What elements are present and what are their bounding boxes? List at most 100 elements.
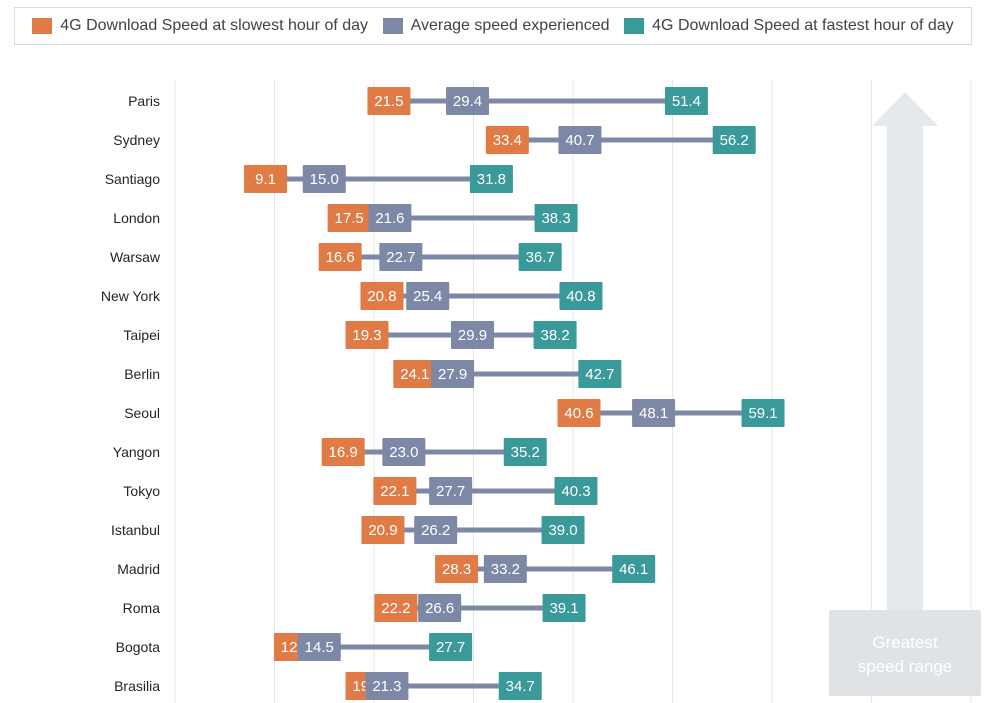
callout-text-line1: Greatest — [872, 633, 937, 652]
category-label: Berlin — [124, 366, 160, 382]
rows-layer: Paris 21.5 29.4 51.4 Sydney 33.4 40.7 56.2 Santi… — [101, 87, 785, 700]
slowest-value-label: 22.2 — [381, 600, 410, 617]
average-value-label: 27.9 — [438, 366, 467, 383]
average-marker — [483, 555, 527, 583]
fastest-marker — [612, 555, 656, 583]
average-value-label: 25.4 — [413, 288, 442, 305]
speed-range-callout: Greatest speed range — [829, 92, 981, 696]
slowest-value-label: 19.3 — [352, 327, 381, 344]
fastest-marker — [741, 399, 785, 427]
up-arrow-icon — [872, 92, 938, 612]
fastest-value-label: 31.8 — [477, 171, 506, 188]
fastest-marker — [559, 282, 603, 310]
fastest-marker — [534, 204, 578, 232]
row-roma: Roma 22.2 26.6 39.1 — [123, 594, 586, 622]
average-value-label: 33.2 — [491, 561, 520, 578]
slowest-value-label: 9.1 — [255, 171, 276, 188]
average-marker — [368, 204, 412, 232]
average-marker — [632, 399, 676, 427]
row-paris: Paris 21.5 29.4 51.4 — [128, 87, 708, 115]
slowest-value-label: 33.4 — [493, 132, 522, 149]
legend-label-fastest: 4G Download Speed at fastest hour of day — [652, 17, 954, 34]
average-value-label: 40.7 — [565, 132, 594, 149]
category-label: Yangon — [113, 444, 160, 460]
fastest-marker — [503, 438, 547, 466]
slowest-marker — [321, 438, 365, 466]
category-label: Warsaw — [110, 249, 161, 265]
fastest-value-label: 46.1 — [619, 561, 648, 578]
average-marker — [451, 321, 495, 349]
fastest-value-label: 40.3 — [561, 483, 590, 500]
slowest-marker — [557, 399, 601, 427]
row-tokyo: Tokyo 22.1 27.7 40.3 — [123, 477, 598, 505]
fastest-marker — [712, 126, 756, 154]
legend-swatch-average — [382, 18, 403, 34]
average-value-label: 14.5 — [305, 639, 334, 656]
slowest-marker — [327, 204, 371, 232]
row-berlin: Berlin 24.1 27.9 42.7 — [124, 360, 622, 388]
average-marker — [302, 165, 346, 193]
fastest-value-label: 56.2 — [720, 132, 749, 149]
slowest-marker — [244, 165, 288, 193]
slowest-marker — [435, 555, 479, 583]
slowest-marker — [367, 87, 411, 115]
fastest-value-label: 59.1 — [748, 405, 777, 422]
average-marker — [431, 360, 475, 388]
fastest-value-label: 36.7 — [526, 249, 555, 266]
fastest-value-label: 42.7 — [585, 366, 614, 383]
average-value-label: 29.4 — [453, 93, 482, 110]
fastest-marker — [533, 321, 577, 349]
average-value-label: 29.9 — [458, 327, 487, 344]
average-marker — [297, 633, 341, 661]
row-yangon: Yangon 16.9 23.0 35.2 — [113, 438, 547, 466]
average-marker — [418, 594, 462, 622]
fastest-value-label: 35.2 — [511, 444, 540, 461]
average-value-label: 26.2 — [421, 522, 450, 539]
category-label: Istanbul — [111, 522, 160, 538]
average-value-label: 21.3 — [372, 678, 401, 695]
fastest-marker — [469, 165, 513, 193]
fastest-value-label: 34.7 — [506, 678, 535, 695]
row-madrid: Madrid 28.3 33.2 46.1 — [117, 555, 656, 583]
row-brasilia: Brasilia19.321.334.7 — [114, 672, 542, 700]
slowest-marker — [360, 282, 404, 310]
slowest-value-label: 20.9 — [368, 522, 397, 539]
fastest-value-label: 38.2 — [540, 327, 569, 344]
average-marker — [379, 243, 423, 271]
average-marker — [406, 282, 450, 310]
average-value-label: 27.7 — [436, 483, 465, 500]
slowest-marker — [345, 321, 389, 349]
category-label: Madrid — [117, 561, 160, 577]
category-label: Sydney — [113, 132, 160, 148]
fastest-marker — [541, 516, 585, 544]
fastest-marker — [498, 672, 542, 700]
average-value-label: 23.0 — [389, 444, 418, 461]
category-label: Roma — [123, 600, 161, 616]
row-seoul: Seoul 40.6 48.1 59.1 — [124, 399, 785, 427]
slowest-value-label: 17.5 — [335, 210, 364, 227]
row-bogota: Bogota 12.114.5 27.7 — [116, 633, 473, 661]
category-label: Santiago — [105, 171, 160, 187]
average-value-label: 21.6 — [375, 210, 404, 227]
slowest-marker — [373, 477, 417, 505]
slowest-value-label: 24.1 — [400, 366, 429, 383]
fastest-marker — [554, 477, 598, 505]
average-value-label: 26.6 — [425, 600, 454, 617]
slowest-marker — [318, 243, 362, 271]
fastest-value-label: 40.8 — [566, 288, 595, 305]
fastest-value-label: 51.4 — [672, 93, 701, 110]
slowest-value-label: 22.1 — [380, 483, 409, 500]
category-label: Seoul — [124, 405, 160, 421]
average-value-label: 48.1 — [639, 405, 668, 422]
average-value-label: 15.0 — [310, 171, 339, 188]
fastest-marker — [664, 87, 708, 115]
slowest-value-label: 16.6 — [326, 249, 355, 266]
category-label: Bogota — [116, 639, 161, 655]
average-marker — [414, 516, 458, 544]
category-label: Paris — [128, 93, 160, 109]
row-santiago: Santiago 9.1 15.0 31.8 — [105, 165, 513, 193]
average-marker — [558, 126, 602, 154]
slowest-value-label: 16.9 — [329, 444, 358, 461]
fastest-value-label: 27.7 — [436, 639, 465, 656]
